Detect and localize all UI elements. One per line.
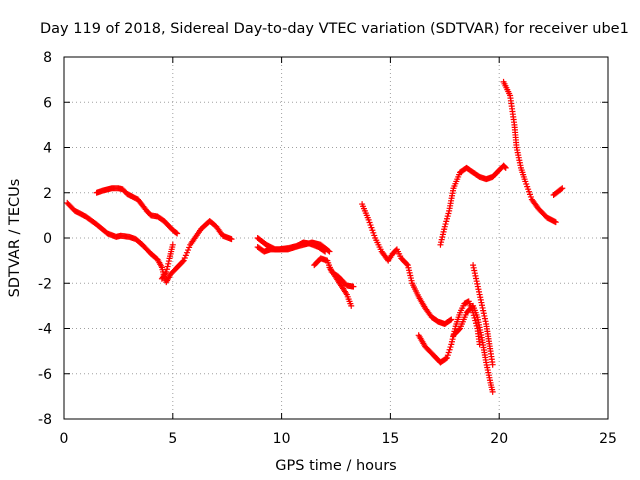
data-point bbox=[163, 266, 170, 273]
data-point bbox=[476, 341, 483, 348]
y-tick-label: -6 bbox=[38, 367, 52, 383]
data-point bbox=[326, 248, 333, 255]
data-point bbox=[348, 302, 355, 309]
series-track-10 bbox=[450, 302, 496, 395]
data-point bbox=[559, 185, 566, 192]
data-point bbox=[502, 164, 509, 171]
data-point bbox=[163, 268, 170, 275]
y-tick-label: 0 bbox=[43, 231, 52, 247]
data-point bbox=[228, 236, 235, 243]
data-point bbox=[502, 164, 509, 171]
data-point bbox=[447, 344, 454, 351]
data-point bbox=[471, 314, 478, 321]
y-tick-label: 4 bbox=[43, 141, 52, 157]
data-point bbox=[558, 186, 565, 193]
x-axis-title: GPS time / hours bbox=[275, 458, 396, 474]
plot-frame bbox=[63, 56, 609, 420]
data-point bbox=[186, 244, 193, 251]
data-point bbox=[447, 317, 454, 324]
data-point bbox=[552, 219, 559, 226]
chart-title: Day 119 of 2018, Sidereal Day-to-day VTE… bbox=[40, 21, 629, 37]
data-point bbox=[165, 260, 172, 267]
series-track-3 bbox=[158, 241, 176, 282]
data-point bbox=[445, 210, 452, 217]
data-point bbox=[174, 230, 181, 237]
data-point bbox=[443, 218, 450, 225]
data-point bbox=[182, 252, 189, 259]
data-point bbox=[162, 270, 169, 277]
x-tick-label: 10 bbox=[273, 431, 291, 447]
series-track-7 bbox=[326, 264, 355, 309]
data-point bbox=[472, 317, 479, 324]
data-point bbox=[448, 316, 455, 323]
x-tick-labels: 0 5 10 15 20 25 bbox=[60, 431, 617, 447]
series-track-1 bbox=[64, 199, 235, 286]
data-point bbox=[403, 261, 410, 268]
data-point bbox=[169, 241, 176, 248]
series-track-13 bbox=[500, 78, 559, 226]
x-tick-label: 5 bbox=[168, 431, 177, 447]
y-tick-label: 8 bbox=[43, 50, 52, 66]
data-point bbox=[164, 263, 171, 270]
grid-lines bbox=[64, 57, 608, 419]
data-point bbox=[489, 361, 496, 368]
series-track-2 bbox=[93, 185, 181, 237]
data-point bbox=[444, 213, 451, 220]
y-tick-label: -2 bbox=[38, 276, 52, 292]
y-tick-label: 2 bbox=[43, 186, 52, 202]
data-point bbox=[183, 249, 190, 256]
y-tick-label: 6 bbox=[43, 95, 52, 111]
y-tick-label: -4 bbox=[38, 322, 52, 338]
y-tick-label: -8 bbox=[38, 412, 52, 428]
x-tick-label: 20 bbox=[490, 431, 508, 447]
data-point bbox=[181, 254, 188, 261]
series-track-11 bbox=[470, 262, 496, 368]
data-point bbox=[443, 355, 450, 362]
x-tick-label: 15 bbox=[381, 431, 399, 447]
data-point bbox=[173, 229, 180, 236]
data-point bbox=[489, 388, 496, 395]
x-tick-label: 25 bbox=[599, 431, 617, 447]
series-track-14 bbox=[550, 185, 566, 199]
data-point bbox=[445, 349, 452, 356]
data-point bbox=[446, 346, 453, 353]
data-point bbox=[325, 247, 332, 254]
y-axis-title: SDTVAR / TECUs bbox=[7, 179, 23, 298]
y-tick-labels: 8 6 4 2 0 -2 -4 -6 -8 bbox=[38, 50, 52, 428]
data-point bbox=[179, 258, 186, 265]
data-point bbox=[441, 223, 448, 230]
series-track-8 bbox=[359, 201, 455, 327]
series-track-12 bbox=[437, 162, 509, 248]
data-point bbox=[185, 247, 192, 254]
data-point bbox=[444, 352, 451, 359]
data-point bbox=[180, 257, 187, 264]
data-point bbox=[443, 354, 450, 361]
series-track-5 bbox=[254, 235, 333, 255]
x-tick-label: 0 bbox=[60, 431, 69, 447]
data-point bbox=[443, 215, 450, 222]
data-markers bbox=[64, 78, 566, 395]
data-point bbox=[442, 221, 449, 228]
data-point bbox=[350, 283, 357, 290]
data-point bbox=[456, 326, 463, 333]
data-point bbox=[165, 258, 172, 265]
